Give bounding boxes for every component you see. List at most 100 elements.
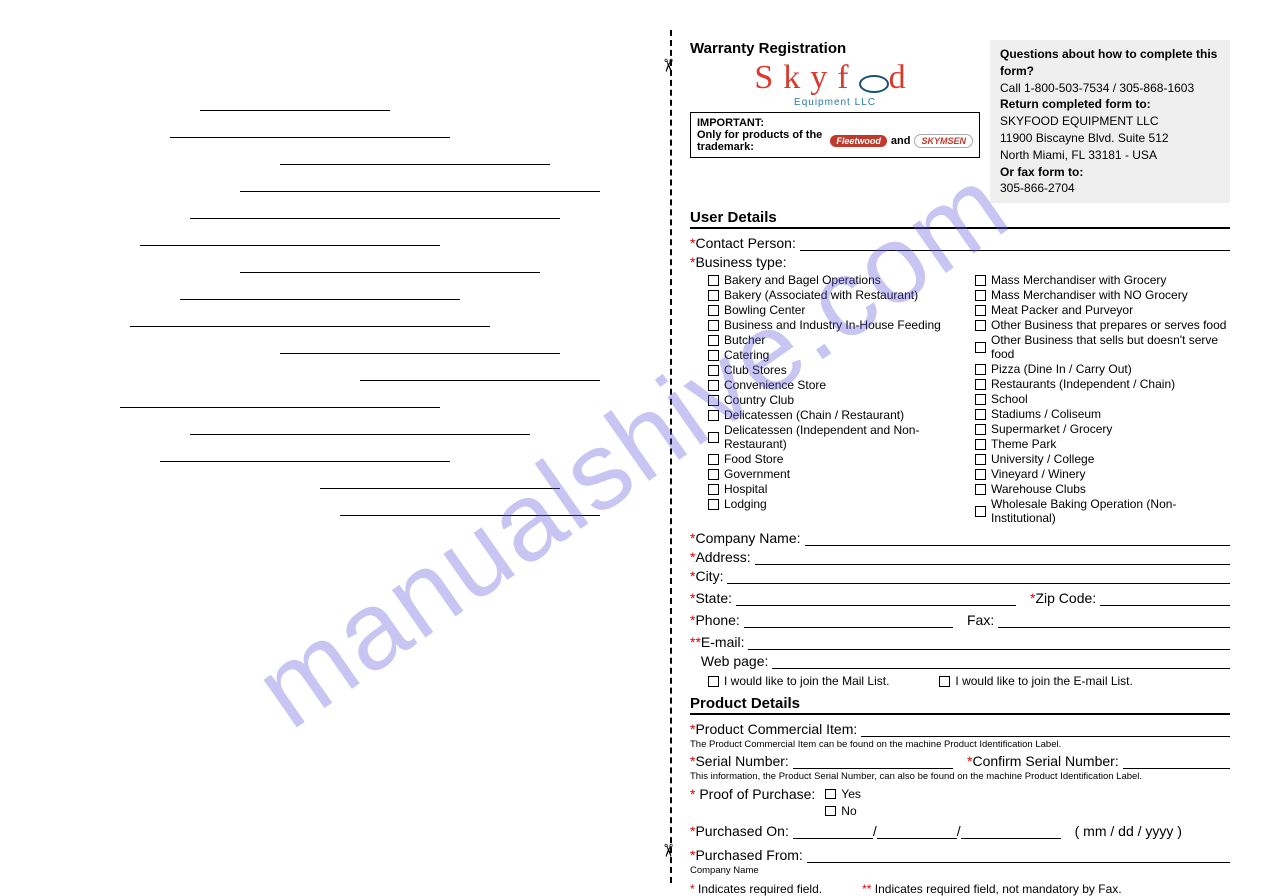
proof-of-purchase-field: * Proof of Purchase: Yes No [690,786,1230,819]
proof-no-checkbox[interactable]: No [825,804,861,818]
important-label: IMPORTANT: [697,117,973,129]
business-type-option[interactable]: Hospital [708,482,963,496]
purchased-from-field[interactable]: * Purchased From: [690,847,1230,863]
call-line: Call 1-800-503-7534 / 305-868-1603 [1000,80,1220,97]
business-type-option[interactable]: Delicatessen (Chain / Restaurant) [708,408,963,422]
pci-note: The Product Commercial Item can be found… [690,739,1230,750]
footer-a-text: Indicates required field. [698,882,822,896]
return-line: North Miami, FL 33181 - USA [1000,147,1220,164]
purchased-from-label: Purchased From: [695,847,806,863]
option-label: School [991,392,1028,406]
option-label: Business and Industry In-House Feeding [724,318,941,332]
checkbox-icon [975,305,986,316]
state-field[interactable]: * State: [690,590,1016,606]
return-title: Return completed form to: [1000,97,1151,111]
business-type-option[interactable]: Vineyard / Winery [975,467,1230,481]
business-type-option[interactable]: Convenience Store [708,378,963,392]
footer-b-text: Indicates required field, not mandatory … [875,882,1122,896]
zip-field[interactable]: * Zip Code: [1030,590,1230,606]
business-type-option[interactable]: Supermarket / Grocery [975,422,1230,436]
important-box: IMPORTANT: Only for products of the trad… [690,112,980,158]
web-field[interactable]: ** Web page: [690,653,1230,669]
business-type-option[interactable]: Stadiums / Coliseum [975,407,1230,421]
serial-field[interactable]: * Serial Number: [690,753,953,769]
company-name-field[interactable]: * Company Name: [690,530,1230,546]
option-label: Mass Merchandiser with Grocery [991,273,1166,287]
business-type-option[interactable]: Pizza (Dine In / Carry Out) [975,362,1230,376]
business-type-option[interactable]: Food Store [708,452,963,466]
option-label: Hospital [724,482,767,496]
blank-line [340,515,600,516]
option-label: Stadiums / Coliseum [991,407,1101,421]
business-type-option[interactable]: Lodging [708,497,963,511]
required-footer: * Indicates required field. ** Indicates… [690,882,1230,896]
user-details-heading: User Details [690,209,1230,229]
pci-field[interactable]: * Product Commercial Item: [690,721,1230,737]
yes-label: Yes [841,787,861,801]
checkbox-icon [975,439,986,450]
company-name-note: Company Name [690,865,1230,876]
address-field[interactable]: * Address: [690,549,1230,565]
checkbox-icon [708,484,719,495]
return-line: SKYFOOD EQUIPMENT LLC [1000,113,1220,130]
business-type-option[interactable]: Wholesale Baking Operation (Non-Institut… [975,497,1230,525]
confirm-serial-field[interactable]: * Confirm Serial Number: [967,753,1230,769]
business-type-option[interactable]: Club Stores [708,363,963,377]
business-type-option[interactable]: University / College [975,452,1230,466]
option-label: University / College [991,452,1094,466]
join-email-checkbox[interactable]: I would like to join the E-mail List. [939,674,1132,688]
email-field[interactable]: ** E-mail: [690,634,1230,650]
blank-line [280,164,550,165]
fax-field[interactable]: Fax: [967,612,1230,628]
business-type-option[interactable]: Butcher [708,333,963,347]
purchased-on-field[interactable]: * Purchased On: / / ( mm / dd / yyyy ) [690,823,1230,839]
blank-line [320,488,560,489]
proof-yes-checkbox[interactable]: Yes [825,787,861,801]
blank-line [240,191,600,192]
business-type-option[interactable]: Delicatessen (Independent and Non-Restau… [708,423,963,451]
fax-number: 305-866-2704 [1000,180,1220,197]
business-type-option[interactable]: Bakery (Associated with Restaurant) [708,288,963,302]
blank-line [120,407,440,408]
business-type-option[interactable]: School [975,392,1230,406]
option-label: Warehouse Clubs [991,482,1086,496]
option-label: Supermarket / Grocery [991,422,1112,436]
option-label: Country Club [724,393,794,407]
checkbox-icon [708,454,719,465]
checkbox-icon [975,506,986,517]
business-type-option[interactable]: Mass Merchandiser with Grocery [975,273,1230,287]
business-type-field: * Business type: [690,254,1230,270]
serial-note: This information, the Product Serial Num… [690,771,1230,782]
join-email-label: I would like to join the E-mail List. [955,674,1132,688]
business-type-option[interactable]: Other Business that prepares or serves f… [975,318,1230,332]
checkbox-icon [708,469,719,480]
business-type-option[interactable]: Bowling Center [708,303,963,317]
business-type-option[interactable]: Restaurants (Independent / Chain) [975,377,1230,391]
business-type-option[interactable]: Mass Merchandiser with NO Grocery [975,288,1230,302]
form-page: Warranty Registration Skyfd Equipment LL… [690,40,1230,896]
phone-field[interactable]: * Phone: [690,612,953,628]
checkbox-icon [708,395,719,406]
business-type-option[interactable]: Government [708,467,963,481]
city-field[interactable]: * City: [690,568,1230,584]
join-mail-checkbox[interactable]: I would like to join the Mail List. [708,674,889,688]
business-type-option[interactable]: Theme Park [975,437,1230,451]
join-mail-label: I would like to join the Mail List. [724,674,889,688]
business-type-option[interactable]: Business and Industry In-House Feeding [708,318,963,332]
business-type-option[interactable]: Country Club [708,393,963,407]
business-type-option[interactable]: Catering [708,348,963,362]
business-type-option[interactable]: Warehouse Clubs [975,482,1230,496]
blank-line [190,218,560,219]
blank-line [240,272,540,273]
fax-label: Fax: [967,612,998,628]
business-type-option[interactable]: Bakery and Bagel Operations [708,273,963,287]
contact-person-field[interactable]: * Contact Person: [690,235,1230,251]
checkbox-icon [975,454,986,465]
checkbox-icon [975,342,986,353]
business-type-option[interactable]: Meat Packer and Purveyor [975,303,1230,317]
brand-sub: Equipment LLC [720,97,950,108]
business-type-option[interactable]: Other Business that sells but doesn't se… [975,333,1230,361]
checkbox-icon [708,275,719,286]
option-label: Wholesale Baking Operation (Non-Institut… [991,497,1230,525]
product-details-heading: Product Details [690,695,1230,715]
